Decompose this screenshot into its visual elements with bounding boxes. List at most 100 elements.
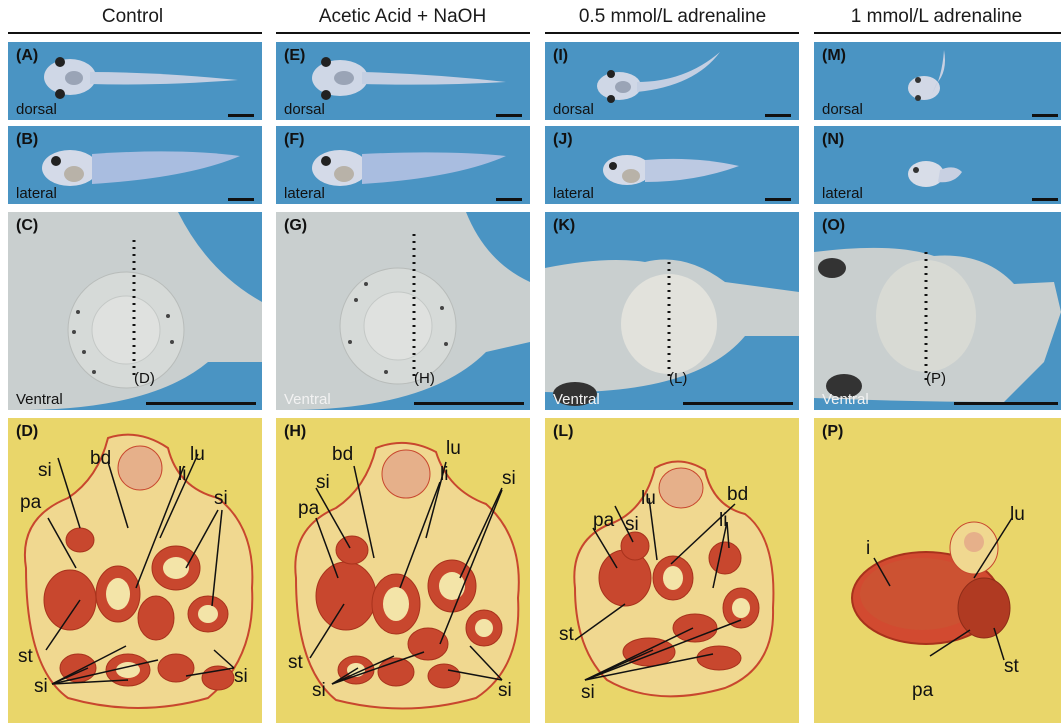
tadpole-dorsal-image: [597, 52, 720, 103]
panel-label: (J): [553, 131, 573, 148]
panel-label: (P): [822, 423, 844, 440]
tissue-label: si: [34, 676, 48, 697]
tissue-label: li: [719, 510, 728, 531]
tissue-label: bd: [727, 484, 749, 505]
scale-bar: [496, 198, 522, 201]
tissue-label: st: [288, 652, 303, 673]
panel-label: (G): [284, 217, 308, 234]
column-title-control: Control: [101, 6, 164, 27]
panel-label: (B): [16, 131, 39, 148]
view-label: dorsal: [284, 101, 325, 118]
panel-lateral-adr1: (N) lateral: [814, 126, 1061, 204]
panel-lateral-adr05: (J) lateral: [545, 126, 799, 204]
panel-label: (H): [284, 423, 307, 440]
view-label: lateral: [284, 185, 325, 202]
tissue-label: st: [1004, 656, 1019, 677]
tadpole-lateral-image: [42, 150, 240, 186]
tissue-label: lu: [641, 488, 656, 509]
view-label: lateral: [16, 185, 57, 202]
section-ref-label: (D): [134, 370, 155, 387]
tissue-label: bd: [332, 444, 354, 465]
view-label: Ventral: [822, 391, 869, 408]
view-label: dorsal: [822, 101, 863, 118]
view-label: lateral: [822, 185, 863, 202]
tadpole-lateral-image: [603, 155, 739, 185]
panel-lateral-acetic: (F) lateral: [276, 126, 530, 204]
panel-label: (O): [822, 217, 846, 234]
panel-label: (F): [284, 131, 305, 148]
tissue-label: si: [38, 460, 52, 481]
tissue-label: lu: [190, 444, 205, 465]
ventral-view-image: [545, 259, 799, 406]
view-label: Ventral: [16, 391, 63, 408]
view-label: lateral: [553, 185, 594, 202]
scale-bar: [765, 198, 791, 201]
ventral-view-image: [8, 212, 262, 410]
scale-bar: [228, 198, 254, 201]
scale-bar: [228, 114, 254, 117]
section-ref-label: (P): [926, 370, 946, 387]
tissue-label: si: [581, 682, 595, 703]
tissue-label: si: [312, 680, 326, 701]
panel-dorsal-acetic: (E) dorsal: [276, 42, 530, 120]
panel-label: (E): [284, 47, 306, 64]
scale-bar: [765, 114, 791, 117]
view-label: dorsal: [553, 101, 594, 118]
column-title-adr-05: 0.5 mmol/L adrenaline: [578, 6, 767, 27]
tadpole-dorsal-image: [908, 50, 945, 101]
tissue-label: si: [502, 468, 516, 489]
tissue-label: bd: [90, 448, 112, 469]
panel-label: (A): [16, 47, 39, 64]
scale-bar: [496, 114, 522, 117]
tissue-label: si: [316, 472, 330, 493]
tissue-label: lu: [446, 438, 461, 459]
histology-section-image: [294, 441, 520, 710]
panel-ventral-acetic: (G) (H) Ventral: [276, 212, 530, 410]
tissue-label: si: [625, 514, 639, 535]
panel-ventral-adr05: (K) (L) Ventral: [545, 212, 799, 410]
histology-section-image: [573, 460, 775, 698]
histology-section-image: [851, 517, 1013, 661]
panel-label: (D): [16, 423, 39, 440]
panel-section-acetic: (H) bd si pa lu li si st si si: [276, 418, 530, 723]
scale-bar: [146, 402, 256, 405]
panel-ventral-control: (C) (D) Ventral: [8, 212, 262, 410]
tissue-label: li: [440, 464, 449, 485]
view-label: Ventral: [553, 391, 600, 408]
panel-section-adr05: (L) si lu pa bd li st si: [545, 418, 799, 723]
tissue-label: pa: [20, 492, 42, 513]
tadpole-lateral-image: [908, 161, 962, 187]
section-ref-label: (H): [414, 370, 435, 387]
column-title-acetic: Acetic Acid + NaOH: [318, 6, 487, 27]
header-rule: [8, 32, 262, 34]
view-label: Ventral: [284, 391, 331, 408]
histology-section-image: [23, 433, 254, 709]
view-label: dorsal: [16, 101, 57, 118]
panel-label: (C): [16, 217, 39, 234]
panel-dorsal-control: (A) dorsal: [8, 42, 262, 120]
tissue-label: st: [559, 624, 574, 645]
scale-bar: [683, 402, 793, 405]
tissue-label: li: [178, 464, 187, 485]
scale-bar: [1032, 198, 1058, 201]
ventral-view-image: [276, 212, 530, 410]
tissue-label: pa: [593, 510, 615, 531]
tissue-label: si: [234, 666, 248, 687]
panel-label: (I): [553, 47, 569, 64]
tissue-label: st: [18, 646, 33, 667]
tissue-label: si: [214, 488, 228, 509]
header-rule: [814, 32, 1061, 34]
scale-bar: [414, 402, 524, 405]
ventral-view-image: [814, 247, 1061, 402]
scale-bar: [1032, 114, 1058, 117]
section-ref-label: (L): [669, 370, 688, 387]
tissue-label: pa: [298, 498, 320, 519]
panel-dorsal-adr1: (M) dorsal: [814, 42, 1061, 120]
panel-label: (L): [553, 423, 574, 440]
header-rule: [276, 32, 530, 34]
panel-label: (N): [822, 131, 845, 148]
column-title-adr-1: 1 mmol/L adrenaline: [850, 6, 1023, 27]
tissue-label: lu: [1010, 504, 1025, 525]
panel-lateral-control: (B) lateral: [8, 126, 262, 204]
scale-bar: [954, 402, 1058, 405]
